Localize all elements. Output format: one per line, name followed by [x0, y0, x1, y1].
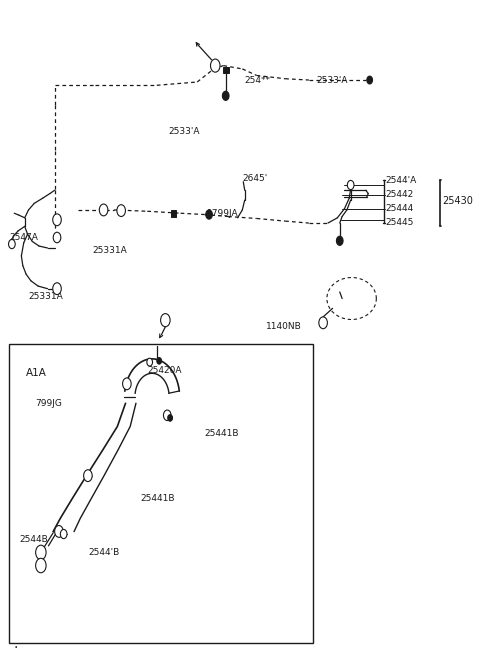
Circle shape [367, 76, 372, 84]
Circle shape [336, 236, 343, 245]
Circle shape [60, 530, 67, 539]
Circle shape [53, 232, 61, 242]
Text: 25445: 25445 [385, 218, 413, 227]
Circle shape [348, 181, 354, 190]
Circle shape [147, 358, 153, 366]
Text: 1140NB: 1140NB [266, 322, 302, 331]
Circle shape [211, 59, 220, 72]
Circle shape [206, 210, 212, 219]
Circle shape [53, 214, 61, 226]
Text: 25420A: 25420A [147, 366, 182, 375]
Text: D: D [163, 318, 168, 323]
Text: 25331A: 25331A [93, 246, 127, 255]
Circle shape [9, 239, 15, 248]
Text: 2544'A: 2544'A [385, 176, 416, 185]
Text: 2645': 2645' [242, 174, 267, 183]
Circle shape [53, 283, 61, 294]
Text: 2533'A: 2533'A [316, 76, 348, 85]
Circle shape [55, 526, 63, 537]
Text: 2544B: 2544B [19, 535, 48, 544]
Text: ·: · [13, 641, 18, 655]
Circle shape [157, 357, 162, 364]
Bar [9, 344, 312, 643]
Circle shape [122, 378, 131, 390]
Text: 1799JA: 1799JA [207, 209, 239, 217]
Circle shape [84, 470, 92, 482]
Circle shape [222, 91, 229, 101]
Text: 25444: 25444 [385, 204, 413, 213]
Text: 799JG: 799JG [36, 399, 62, 408]
Text: B: B [39, 563, 43, 568]
Text: 25331A: 25331A [28, 292, 63, 301]
Text: A: A [102, 208, 106, 212]
Text: 25430: 25430 [442, 196, 473, 206]
Circle shape [99, 204, 108, 216]
Circle shape [36, 545, 46, 560]
Text: C: C [213, 63, 217, 68]
Text: A1A: A1A [26, 368, 47, 378]
Text: 25442: 25442 [385, 191, 413, 199]
Text: 25441B: 25441B [140, 494, 175, 503]
Bar [170, 210, 176, 217]
Text: 2544'B: 2544'B [88, 548, 119, 557]
Circle shape [117, 205, 125, 217]
Circle shape [161, 313, 170, 327]
Circle shape [164, 410, 171, 420]
Text: 2547A: 2547A [10, 233, 38, 242]
Text: B: B [120, 208, 123, 213]
Text: 254**: 254** [245, 76, 271, 85]
Text: 2533'A: 2533'A [168, 127, 200, 136]
Text: A: A [39, 550, 43, 555]
Circle shape [36, 558, 46, 573]
Circle shape [319, 317, 327, 328]
Bar [223, 67, 228, 74]
Text: 25441B: 25441B [204, 428, 239, 438]
Circle shape [168, 415, 172, 421]
